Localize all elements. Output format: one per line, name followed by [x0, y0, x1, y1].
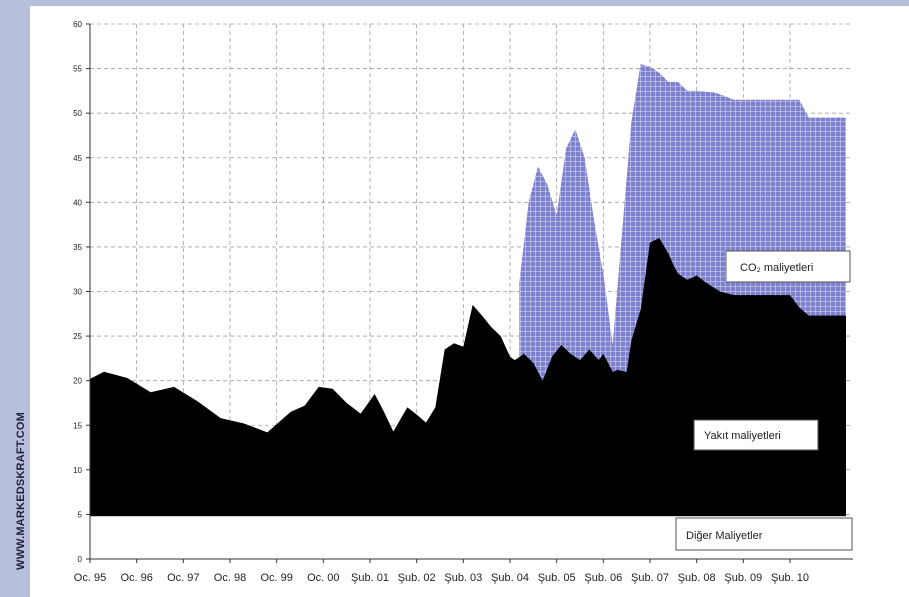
top-band [30, 0, 909, 6]
x-tick-label-5: Oc. 00 [307, 572, 339, 584]
x-tick-label-10: Şub. 05 [538, 572, 576, 584]
x-tick-label-9: Şub. 04 [491, 572, 529, 584]
y-tick-label-5: 5 [78, 510, 83, 519]
y-tick-label-40: 40 [73, 198, 82, 207]
x-tick-label-7: Şub. 02 [398, 572, 436, 584]
y-tick-label-20: 20 [73, 377, 82, 386]
x-tick-label-6: Şub. 01 [351, 572, 389, 584]
chart: 0 5 10 15 20 25 30 35 40 45 50 55 60 Oc. 95 Oc. 96 Oc. … [73, 20, 853, 584]
fuel-area [90, 238, 846, 559]
y-tick-label-15: 15 [73, 421, 82, 430]
side-band [0, 0, 30, 597]
other-label-box [675, 517, 853, 551]
x-tick-label-1: Oc. 96 [120, 572, 152, 584]
x-tick-label-14: Şub. 09 [724, 572, 762, 584]
watermark-text: WWW.MARKEDSKRAFT.COM [15, 412, 27, 570]
y-tick-label-60: 60 [73, 20, 82, 29]
x-tick-label-8: Şub. 03 [444, 572, 482, 584]
other-label: Diğer Maliyetler [686, 530, 763, 542]
axes: 0 5 10 15 20 25 30 35 40 45 50 55 60 Oc. 95 Oc. 96 Oc. … [73, 20, 853, 584]
x-tick-label-2: Oc. 97 [167, 572, 199, 584]
co2-label: CO₂ maliyetleri [740, 262, 813, 274]
y-tick-label-25: 25 [73, 332, 82, 341]
areas [90, 64, 846, 559]
co2-label-box [725, 250, 851, 283]
y-tick-label-30: 30 [73, 288, 82, 297]
annotation-labels: CO₂ maliyetleri Yakıt maliyetleri Diğer … [675, 250, 853, 551]
x-tick-label-15: Şub. 10 [771, 572, 809, 584]
y-tick-label-45: 45 [73, 154, 82, 163]
x-tick-label-11: Şub. 06 [584, 572, 622, 584]
fuel-label-box [693, 419, 819, 451]
fuel-label: Yakıt maliyetleri [704, 430, 781, 442]
x-tick-label-0: Oc. 95 [74, 572, 106, 584]
y-tick-label-35: 35 [73, 243, 82, 252]
x-tick-label-13: Şub. 08 [678, 572, 716, 584]
x-tick-label-4: Oc. 99 [260, 572, 292, 584]
y-tick-label-0: 0 [78, 555, 83, 564]
x-tick-label-3: Oc. 98 [214, 572, 246, 584]
x-tick-label-12: Şub. 07 [631, 572, 669, 584]
y-tick-label-55: 55 [73, 65, 82, 74]
y-tick-label-50: 50 [73, 109, 82, 118]
y-tick-label-10: 10 [73, 466, 82, 475]
